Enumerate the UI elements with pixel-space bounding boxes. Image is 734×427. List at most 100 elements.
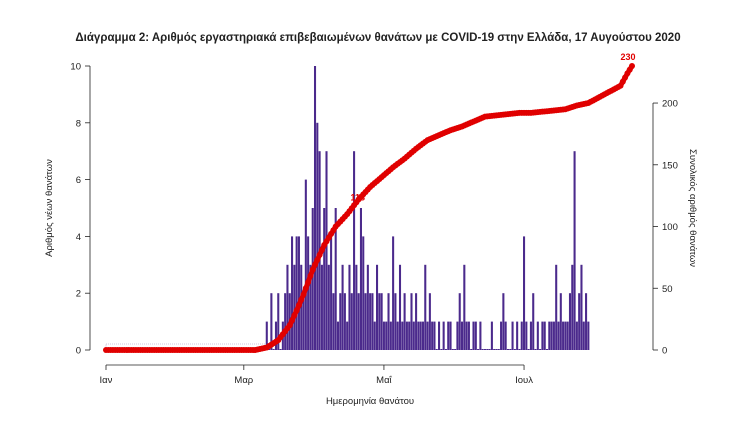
bar: [541, 321, 544, 350]
cumulative-point: [307, 272, 314, 279]
y2-tick-label: 0: [662, 346, 667, 357]
bar: [385, 321, 388, 350]
bar: [309, 264, 312, 350]
bar: [350, 293, 353, 350]
bar: [451, 349, 454, 350]
bar: [523, 236, 526, 350]
bar: [274, 321, 278, 350]
bar: [506, 349, 509, 350]
bar: [571, 264, 574, 350]
bar: [511, 321, 514, 350]
bar: [587, 321, 590, 350]
bar: [265, 321, 268, 350]
y-tick-label: 6: [76, 175, 81, 186]
bar: [394, 293, 397, 350]
bar: [470, 349, 473, 350]
bar: [401, 321, 404, 350]
cumulative-point: [300, 291, 307, 298]
bar: [444, 349, 447, 350]
bar: [440, 349, 443, 350]
bar: [396, 321, 399, 350]
bar: [343, 293, 346, 350]
bar: [497, 349, 500, 350]
bar: [380, 293, 383, 350]
bar: [495, 349, 498, 350]
y-tick-label: 10: [70, 62, 81, 73]
cumulative-point: [629, 63, 635, 69]
bar: [320, 264, 323, 350]
x-tick-label: Ιαν: [100, 375, 113, 386]
bar: [458, 293, 461, 350]
bar: [504, 321, 507, 350]
bar: [412, 321, 415, 350]
bar: [392, 236, 395, 350]
bar: [300, 264, 303, 350]
bar: [559, 293, 562, 350]
bar: [270, 293, 273, 350]
bar: [488, 349, 491, 350]
bar: [564, 321, 567, 350]
bar: [272, 349, 275, 350]
bar: [362, 236, 365, 350]
bar: [268, 349, 271, 350]
bar: [486, 349, 489, 350]
bar: [582, 321, 585, 350]
bar: [357, 293, 360, 350]
bar: [500, 321, 503, 350]
bar: [353, 151, 356, 350]
bar: [339, 293, 342, 350]
bar: [575, 321, 578, 350]
cumulative-point: [309, 266, 316, 273]
bar: [493, 349, 496, 350]
bar: [479, 321, 482, 350]
bar: [373, 321, 376, 350]
x-tick-label: Ιουλ: [515, 375, 533, 386]
bar: [454, 349, 457, 350]
bar: [336, 321, 340, 350]
bar: [518, 349, 521, 350]
y-tick-label: 0: [76, 346, 81, 357]
bar: [304, 179, 307, 350]
annotation-total-final: 230: [620, 52, 635, 62]
bar: [543, 321, 546, 350]
bar: [311, 208, 314, 350]
bar: [562, 321, 565, 350]
bar: [509, 349, 512, 350]
bar: [442, 321, 445, 350]
cumulative-point: [295, 302, 302, 309]
bar: [295, 236, 298, 350]
annotation-total-mid: 118: [351, 192, 366, 202]
bar: [467, 321, 470, 350]
bar: [438, 321, 441, 350]
bar: [366, 264, 369, 350]
bar: [513, 349, 516, 350]
cumulative-point: [286, 322, 293, 329]
bar: [555, 264, 558, 350]
bar: [369, 293, 372, 350]
y-axis-left-ticks: 0 2 4 6 8 10: [70, 62, 90, 357]
cumulative-point: [318, 246, 325, 253]
bar: [534, 349, 537, 350]
bar: [502, 293, 505, 350]
bar: [325, 151, 328, 350]
cumulative-deaths-line: [103, 63, 635, 353]
bar: [302, 293, 305, 350]
bar: [307, 236, 310, 350]
y2-tick-label: 100: [662, 222, 678, 233]
bar: [539, 349, 542, 350]
bar: [415, 293, 418, 350]
x-axis-label: Ημερομηνία θανάτου: [326, 396, 414, 407]
bar: [566, 321, 569, 350]
bar: [341, 264, 344, 350]
bar: [346, 321, 349, 350]
x-axis-ticks: Ιαν Μαρ Μαΐ Ιουλ: [100, 365, 533, 386]
cumulative-point: [289, 317, 296, 324]
bar: [460, 321, 464, 350]
bar: [286, 264, 289, 350]
bar: [327, 264, 330, 350]
bar: [527, 349, 530, 350]
bar: [421, 321, 425, 350]
bar: [474, 321, 477, 350]
bar: [334, 208, 337, 350]
bar: [435, 349, 438, 350]
